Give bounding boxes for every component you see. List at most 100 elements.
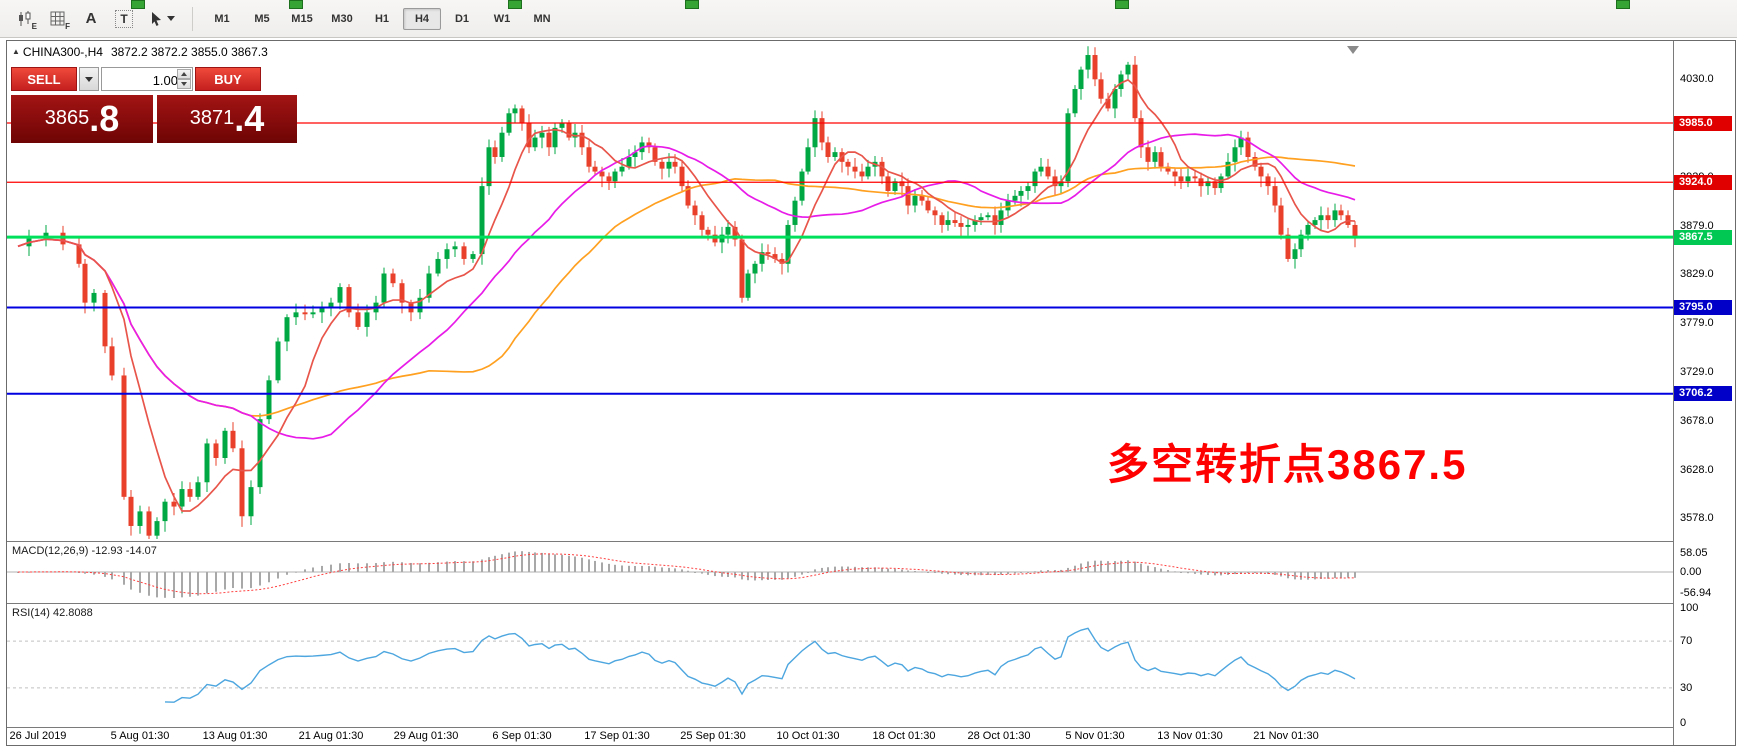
macd-axis-label: 58.05 — [1680, 547, 1708, 559]
chart-title: CHINA300-,H4 — [22, 45, 103, 59]
timeframe-m1[interactable]: M1 — [214, 12, 230, 25]
macd-axis-label: 0.00 — [1680, 566, 1702, 578]
text-box-icon[interactable]: T — [109, 5, 139, 33]
level-price-tag: 3706.2 — [1674, 386, 1732, 402]
time-axis[interactable]: 26 Jul 2019 5 Aug 01:30 13 Aug 01:30 21 Aug… — [7, 728, 1673, 745]
time-axis-label: 29 Aug 01:30 — [393, 730, 459, 742]
level-price-tag: 3867.5 — [1674, 229, 1732, 245]
volume-increase-button[interactable] — [177, 69, 191, 79]
toolbar-separator — [192, 6, 193, 31]
time-axis-label: 6 Sep 01:30 — [492, 730, 552, 742]
font-icon[interactable]: A — [76, 5, 106, 33]
pane-separator[interactable] — [7, 603, 1673, 604]
ma-fast-line — [17, 78, 1356, 512]
macd-histogram — [17, 551, 1356, 598]
price-tick-label: 3678.0 — [1680, 415, 1714, 428]
font-icon-letter: A — [85, 10, 97, 27]
time-axis-label: 26 Jul 2019 — [9, 730, 67, 742]
price-axis[interactable]: 4030.03929.03879.03829.03779.03729.03678… — [1673, 41, 1735, 745]
spin-down-icon — [181, 82, 187, 86]
price-tick-label: 3829.0 — [1680, 268, 1714, 281]
sell-button[interactable]: SELL — [11, 67, 77, 91]
timeframe-w1[interactable]: W1 — [493, 12, 511, 25]
volume-dropdown-button[interactable] — [79, 67, 99, 91]
time-axis-label: 21 Nov 01:30 — [1253, 730, 1319, 742]
rsi-pane[interactable]: RSI(14) 42.8088 — [7, 604, 1673, 727]
time-axis-label: 10 Oct 01:30 — [776, 730, 840, 742]
timeframe-d1[interactable]: D1 — [454, 12, 470, 25]
time-axis-label: 17 Sep 01:30 — [584, 730, 650, 742]
macd-axis-label: -56.94 — [1680, 587, 1712, 599]
price-pane[interactable]: ▲ CHINA300-,H4 3872.2 3872.2 3855.0 3867.3… — [7, 41, 1673, 541]
time-axis-label: 5 Aug 01:30 — [110, 730, 170, 742]
chart-shift-marker[interactable] — [1347, 46, 1359, 54]
price-chart-canvas[interactable] — [7, 41, 1673, 541]
bid-price-pips: .8 — [89, 98, 120, 139]
candles — [26, 46, 1358, 539]
timeframe-mn[interactable]: MN — [533, 12, 551, 25]
pane-separator[interactable] — [7, 541, 1673, 542]
grid-glyph — [50, 11, 65, 25]
price-tick-label: 3578.0 — [1680, 512, 1714, 525]
rsi-axis-label: 70 — [1680, 635, 1693, 648]
volume-field-wrap — [101, 67, 193, 92]
rsi-header: RSI(14) 42.8088 — [12, 607, 93, 619]
annotation-text: 多空转折点3867.5 — [1107, 441, 1468, 488]
ohlc-values: 3872.2 3872.2 3855.0 3867.3 — [110, 45, 268, 59]
price-tick-label: 3628.0 — [1680, 463, 1714, 476]
price-tick-label: 3779.0 — [1680, 317, 1714, 330]
background-window-sliver — [508, 0, 522, 9]
time-axis-label: 13 Aug 01:30 — [202, 730, 268, 742]
rsi-canvas — [7, 627, 1673, 703]
icon-sub-letter: F — [65, 21, 70, 31]
ma-slow-line — [17, 156, 1356, 417]
text-box-letter: T — [115, 9, 133, 28]
chart-header: ▲ CHINA300-,H4 3872.2 3872.2 3855.0 3867.3 — [12, 45, 268, 59]
price-tick-label: 4030.0 — [1680, 73, 1714, 86]
price-tick-label: 3729.0 — [1680, 365, 1714, 378]
cursor-tool-icon[interactable] — [142, 5, 182, 33]
toolbar: E F A T M1 M5 M15 M30 H1 H4 D1 W1 MN — [0, 0, 1737, 38]
timeframe-m30[interactable]: M30 — [331, 12, 353, 25]
background-window-sliver — [131, 0, 145, 9]
background-window-sliver — [685, 0, 699, 9]
buy-button[interactable]: BUY — [195, 67, 261, 91]
macd-header: MACD(12,26,9) -12.93 -14.07 — [12, 545, 157, 557]
candlestick-chart-icon[interactable]: E — [10, 5, 40, 33]
candlestick-glyph — [19, 10, 31, 26]
ask-price-panel[interactable]: 3871.4 — [157, 95, 297, 143]
ask-price-pips: .4 — [234, 98, 265, 139]
spin-up-icon — [181, 72, 187, 76]
symbol-marker-icon: ▲ — [12, 47, 20, 56]
macd-canvas — [7, 551, 1673, 598]
macd-pane[interactable]: MACD(12,26,9) -12.93 -14.07 — [7, 542, 1673, 603]
ma-medium-line — [17, 133, 1356, 440]
price-tick-label: 3879.0 — [1680, 219, 1714, 232]
timeframe-h1[interactable]: H1 — [374, 12, 390, 25]
time-axis-label: 18 Oct 01:30 — [872, 730, 936, 742]
timeframe-m5[interactable]: M5 — [254, 12, 270, 25]
time-axis-label: 21 Aug 01:30 — [298, 730, 364, 742]
bid-price-panel[interactable]: 3865.8 — [11, 95, 153, 143]
level-price-tag: 3985.0 — [1674, 115, 1732, 131]
volume-decrease-button[interactable] — [177, 79, 191, 89]
rsi-line — [164, 627, 1356, 703]
timeframe-m15[interactable]: M15 — [291, 12, 313, 25]
level-price-tag: 3924.0 — [1674, 174, 1732, 190]
timeframe-h4[interactable]: H4 — [403, 7, 441, 30]
icon-sub-letter: E — [31, 21, 37, 31]
grid-icon[interactable]: F — [43, 5, 73, 33]
dropdown-caret-icon — [167, 16, 175, 21]
background-window-sliver — [1616, 0, 1630, 9]
ask-price-main: 3871 — [189, 106, 235, 129]
level-price-tag: 3795.0 — [1674, 299, 1732, 315]
time-axis-label: 28 Oct 01:30 — [967, 730, 1031, 742]
macd-signal-line — [17, 553, 1356, 595]
rsi-axis-label: 100 — [1680, 602, 1699, 614]
chart-window: ▲ CHINA300-,H4 3872.2 3872.2 3855.0 3867.3… — [6, 40, 1736, 746]
rsi-axis-label: 30 — [1680, 681, 1693, 694]
bid-price-main: 3865 — [44, 106, 90, 129]
volume-input[interactable] — [102, 68, 182, 92]
background-window-sliver — [1115, 0, 1129, 9]
dropdown-caret-icon — [85, 76, 93, 82]
